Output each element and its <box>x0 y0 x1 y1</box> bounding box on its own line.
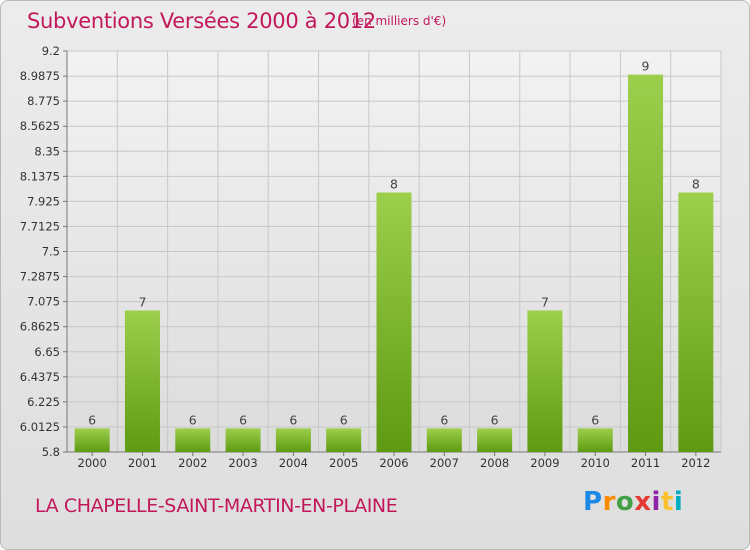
x-tick-label: 2004 <box>279 456 308 470</box>
y-tick-label: 7.2875 <box>20 270 60 284</box>
data-label: 8 <box>390 177 398 192</box>
logo-letter: o <box>616 487 634 517</box>
logo-letter: r <box>603 487 616 517</box>
x-tick-label: 2002 <box>178 456 207 470</box>
x-tick-label: 2005 <box>329 456 358 470</box>
data-label: 6 <box>189 412 197 427</box>
data-label: 7 <box>541 294 549 309</box>
y-tick-label: 6.0125 <box>20 420 60 434</box>
y-tick-label: 7.075 <box>27 295 60 309</box>
x-tick-label: 2010 <box>581 456 610 470</box>
x-tick-label: 2009 <box>530 456 559 470</box>
x-tick-label: 2011 <box>631 456 660 470</box>
y-tick-label: 8.9875 <box>20 69 60 83</box>
data-label: 6 <box>289 412 297 427</box>
y-tick-label: 6.65 <box>34 345 60 359</box>
y-tick-label: 6.8625 <box>20 320 60 334</box>
bar-2012 <box>678 193 713 452</box>
bar-2007 <box>427 428 462 452</box>
y-tick-label: 7.7125 <box>20 219 60 233</box>
x-tick-label: 2007 <box>430 456 459 470</box>
x-tick-label: 2001 <box>128 456 157 470</box>
data-label: 9 <box>642 59 650 74</box>
data-label: 6 <box>491 412 499 427</box>
bar-2003 <box>226 428 261 452</box>
y-tick-label: 8.1375 <box>20 169 60 183</box>
data-label: 6 <box>440 412 448 427</box>
bar-2005 <box>326 428 361 452</box>
logo-letter: i <box>674 487 683 517</box>
logo-letter: x <box>634 487 651 517</box>
bar-2006 <box>377 193 412 452</box>
x-tick-label: 2012 <box>681 456 710 470</box>
y-tick-label: 7.925 <box>27 194 60 208</box>
data-label: 6 <box>591 412 599 427</box>
bar-2000 <box>75 428 110 452</box>
bar-2002 <box>175 428 210 452</box>
commune-name: LA CHAPELLE-SAINT-MARTIN-EN-PLAINE <box>35 495 397 517</box>
data-label: 8 <box>692 177 700 192</box>
x-tick-label: 2008 <box>480 456 509 470</box>
data-label: 6 <box>88 412 96 427</box>
bar-2011 <box>628 75 663 452</box>
x-tick-label: 2003 <box>228 456 257 470</box>
y-tick-label: 5.8 <box>42 445 60 459</box>
bar-2008 <box>477 428 512 452</box>
x-tick-label: 2006 <box>379 456 408 470</box>
y-tick-label: 6.4375 <box>20 370 60 384</box>
bar-2009 <box>527 310 562 452</box>
logo-letter: P <box>583 487 603 517</box>
data-label: 6 <box>340 412 348 427</box>
logo-letter: i <box>652 487 661 517</box>
x-tick-label: 2000 <box>78 456 107 470</box>
data-label: 7 <box>138 294 146 309</box>
proxiti-logo: Proxiti <box>583 487 683 517</box>
y-tick-label: 8.775 <box>27 94 60 108</box>
logo-letter: t <box>661 487 674 517</box>
data-label: 6 <box>239 412 247 427</box>
y-tick-label: 9.2 <box>42 44 60 58</box>
bar-2010 <box>578 428 613 452</box>
y-tick-label: 6.225 <box>27 395 60 409</box>
y-tick-label: 7.5 <box>42 245 60 259</box>
y-tick-label: 8.35 <box>34 144 60 158</box>
bar-2001 <box>125 310 160 452</box>
bar-2004 <box>276 428 311 452</box>
y-tick-label: 8.5625 <box>20 119 60 133</box>
